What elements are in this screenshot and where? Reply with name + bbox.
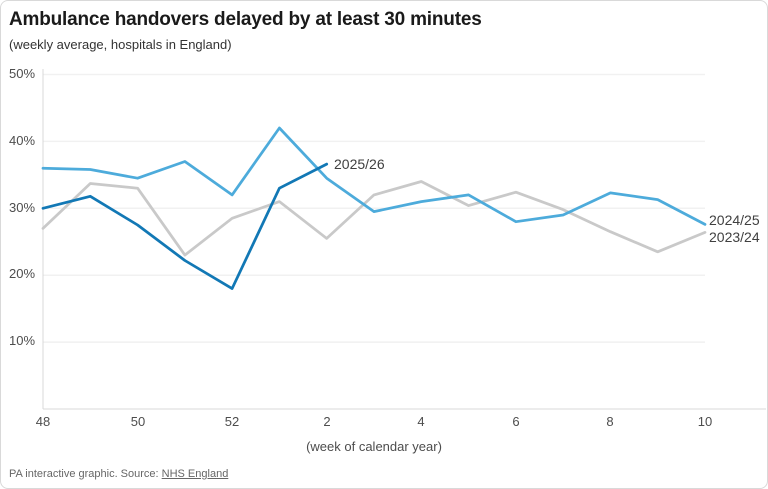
y-axis-tick-30: 30% (9, 200, 36, 215)
x-axis-tick-50: 50 (130, 414, 146, 429)
x-axis-tick-4: 4 (417, 414, 425, 429)
source-link[interactable]: NHS England (161, 468, 229, 480)
x-axis-tick-2: 2 (323, 414, 331, 429)
chart-title: Ambulance handovers delayed by at least … (9, 9, 482, 30)
series-label-2025-26: 2025/26 (334, 156, 385, 172)
x-axis-tick-8: 8 (606, 414, 614, 429)
series-label-2023-24: 2023/24 (709, 229, 760, 245)
chart-subtitle: (weekly average, hospitals in England) (9, 37, 232, 52)
y-axis-tick-40: 40% (9, 133, 36, 148)
y-axis-tick-20: 20% (9, 266, 36, 281)
series-line-2023-24 (41, 180, 707, 257)
series-line-2024-25 (41, 126, 707, 226)
source-credit: PA interactive graphic. Source: NHS Engl… (9, 468, 228, 480)
y-axis-tick-10: 10% (9, 333, 36, 348)
x-axis-tick-48: 48 (35, 414, 51, 429)
series-label-2024-25: 2024/25 (709, 212, 760, 228)
x-axis-title: (week of calendar year) (306, 439, 442, 454)
x-axis-tick-52: 52 (224, 414, 240, 429)
series-line-2025-26 (41, 162, 329, 290)
y-axis-tick-50: 50% (9, 66, 36, 81)
credit-text: PA interactive graphic. Source: (9, 468, 162, 480)
x-axis-tick-6: 6 (512, 414, 520, 429)
x-axis-tick-10: 10 (697, 414, 713, 429)
